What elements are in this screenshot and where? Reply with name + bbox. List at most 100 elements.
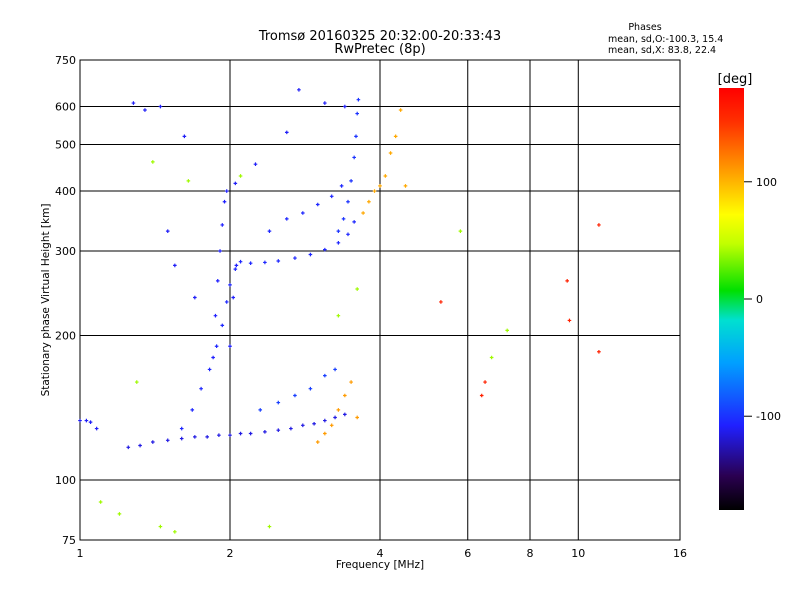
y-tick-label: 200 [55,330,76,343]
y-tick-label: 400 [55,185,76,198]
data-point [293,256,297,260]
data-point [367,199,371,204]
data-point [315,202,320,207]
colorbar-tick-label: 0 [756,293,763,306]
x-tick-label: 10 [571,547,585,560]
data-point [301,211,305,215]
data-point [336,313,341,318]
data-point [258,408,263,412]
data-point [333,367,337,372]
data-point [361,211,365,215]
data-point [372,189,377,193]
data-point [248,261,253,265]
data-point [220,323,225,328]
plot-area: 1 2 4 6 8 10 16 75 100 200 300 400 500 600 750 [55,54,687,560]
data-point [134,380,139,384]
data-point [352,155,356,160]
data-point [341,217,346,221]
data-point [158,104,163,109]
y-tick-label: 500 [55,139,76,152]
x-tick-label: 1 [77,547,84,560]
data-point [336,408,341,412]
data-point [224,300,229,304]
series-spread-f-oblique [267,184,344,233]
grid-lines [80,60,680,540]
data-point [238,431,243,436]
data-point [98,500,103,504]
data-point [267,229,272,233]
data-point [352,220,356,224]
data-point [343,412,347,417]
data-point [186,179,191,183]
data-point [213,313,218,318]
data-point [231,295,236,300]
colorbar-tick-label: 100 [756,176,777,189]
data-points [78,88,601,534]
data-point [138,443,142,448]
data-point [131,101,136,105]
chart-subtitle: RwPretec (8p) [334,42,425,57]
data-point [388,151,393,155]
stats-heading: Phases [628,22,661,33]
data-point [158,524,163,529]
data-point [228,344,232,349]
data-point [505,328,509,333]
data-point [297,88,301,92]
data-point [378,184,382,188]
colorbar-ticks: 100 0 -100 [744,176,781,423]
y-tick-label: 600 [55,101,76,114]
x-tick-label: 8 [527,547,534,560]
data-point [308,386,313,391]
x-tick-label: 4 [377,547,384,560]
x-tick-label: 2 [227,547,234,560]
data-point [165,438,170,443]
data-point [312,421,316,426]
data-point [383,174,388,178]
data-point [267,524,272,529]
data-point [479,393,484,398]
data-point [173,530,177,534]
data-point [343,104,347,109]
y-tick-label: 100 [55,474,76,487]
data-point [346,232,350,237]
data-point [151,440,155,444]
data-point [211,355,215,360]
data-point [88,420,93,424]
data-point [458,229,463,233]
y-tick-label: 75 [62,534,76,547]
data-point [339,184,344,188]
data-point [289,426,293,431]
data-point [228,433,232,437]
data-point [284,217,289,221]
data-point [179,426,184,431]
data-point [349,179,353,183]
data-point [489,355,494,360]
stats-x-mode: mean, sd,X: 83.8, 22.4 [608,45,716,56]
x-axis-label: Frequency [MHz] [336,559,424,571]
data-point [323,418,327,423]
data-point [224,189,229,193]
data-point [276,428,281,433]
data-point [284,130,289,135]
data-point [179,436,184,441]
data-point [315,440,320,444]
data-point [193,295,197,300]
data-point [323,247,327,252]
data-point [355,111,359,116]
data-point [193,435,197,439]
colorbar-tick-label: -100 [756,410,781,423]
data-point [248,431,253,436]
series-e-layer-trace [126,412,347,450]
y-tick-label: 300 [55,245,76,258]
stats-o-mode: mean, sd,O:-100.3, 15.4 [608,34,723,45]
data-point [403,184,408,188]
data-point [199,386,203,391]
data-point [483,380,487,384]
data-point [220,223,225,227]
data-point [117,512,122,516]
data-point [597,349,601,354]
data-point [84,418,89,423]
data-point [393,134,398,139]
chart-title: Tromsø 20160325 20:32:00-20:33:43 [258,29,501,44]
